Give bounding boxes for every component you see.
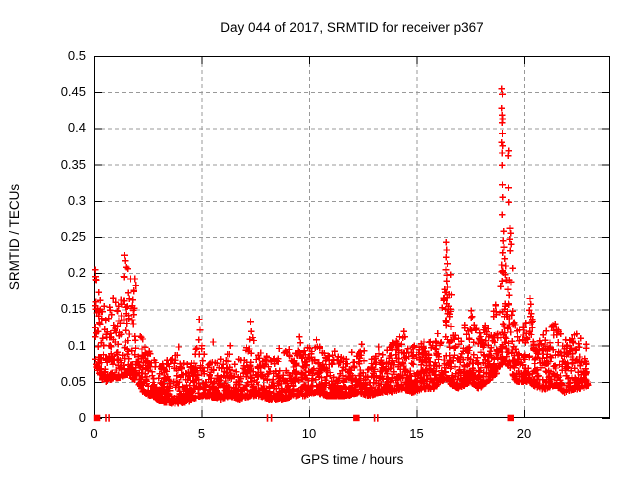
y-tick-label: 0.2	[67, 265, 86, 281]
y-tick-label: 0.4	[67, 120, 86, 136]
y-tick-label: 0.5	[67, 48, 86, 63]
y-tick-label: 0.1	[67, 337, 86, 353]
zero-tick-marker	[373, 414, 376, 422]
y-tick-label: 0.3	[67, 192, 86, 208]
x-tick-label: 20	[516, 426, 532, 441]
zero-square-marker	[93, 414, 101, 422]
x-tick-label: 5	[197, 426, 206, 441]
y-tick-label: 0.25	[60, 229, 86, 244]
zero-square-marker	[353, 414, 360, 422]
zero-tick-marker	[377, 414, 379, 422]
y-tick-label: 0	[78, 410, 86, 425]
y-tick-label: 0.05	[60, 373, 86, 389]
zero-square-marker	[507, 414, 514, 422]
y-tick-label: 0.15	[60, 301, 86, 317]
x-axis-label: GPS time / hours	[300, 452, 404, 467]
grid-lines	[94, 56, 610, 418]
zero-tick-marker	[266, 414, 269, 422]
x-tick-label: 10	[301, 426, 317, 441]
zero-tick-marker	[270, 414, 273, 422]
y-tick-label: 0.35	[60, 156, 86, 172]
chart-title: Day 044 of 2017, SRMTID for receiver p36…	[220, 20, 484, 35]
x-tick-label: 15	[409, 426, 424, 441]
y-tick-label: 0.45	[60, 84, 86, 100]
zero-tick-marker	[108, 414, 110, 422]
zero-tick-marker	[105, 414, 107, 422]
scatter-points	[91, 85, 592, 407]
x-tick-label: 0	[90, 426, 98, 441]
